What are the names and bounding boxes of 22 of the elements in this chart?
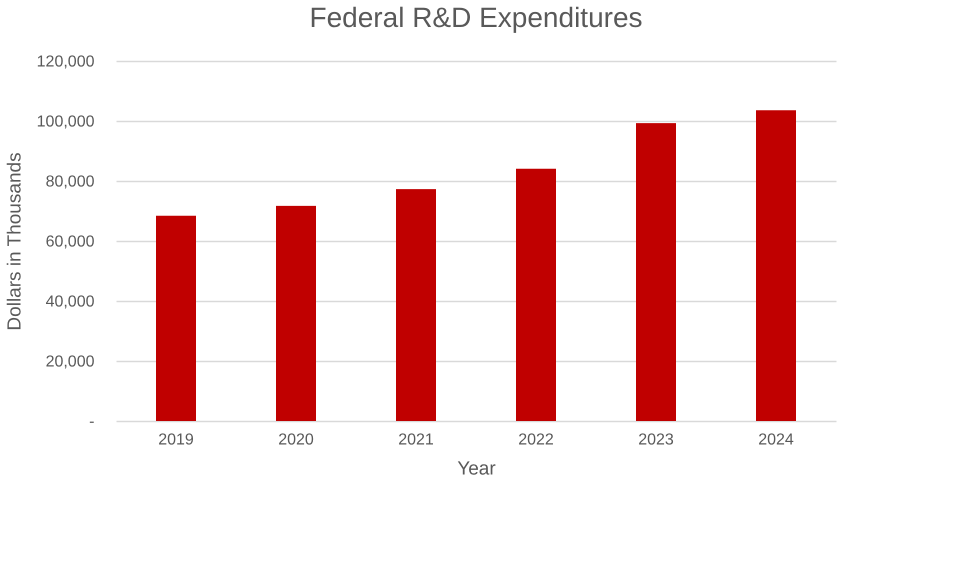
bar [516, 168, 556, 421]
bar [156, 216, 196, 421]
chart-title: Federal R&D Expenditures [309, 2, 643, 33]
y-tick-label: 120,000 [36, 54, 95, 70]
x-tick-label: 2022 [518, 432, 554, 448]
y-axis-title: Dollars in Thousands [4, 152, 26, 331]
bar [396, 189, 436, 421]
x-tick-label: 2021 [398, 432, 434, 448]
bar [276, 206, 316, 421]
y-tick-label: 80,000 [46, 174, 95, 190]
y-tick-label: 20,000 [46, 354, 95, 370]
y-tick-label: 100,000 [36, 114, 95, 130]
x-tick-label: 2023 [638, 432, 674, 448]
bar [636, 123, 676, 421]
y-tick-label: 40,000 [46, 294, 95, 310]
x-tick-label: 2024 [758, 432, 794, 448]
bar [756, 110, 796, 421]
x-tick-label: 2019 [158, 432, 194, 448]
y-tick-label: - [89, 414, 94, 430]
x-axis-title: Year [457, 458, 496, 480]
y-tick-label: 60,000 [46, 234, 95, 250]
x-tick-label: 2020 [278, 432, 314, 448]
